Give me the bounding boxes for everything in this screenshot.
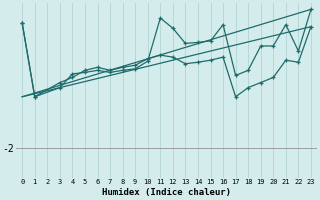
X-axis label: Humidex (Indice chaleur): Humidex (Indice chaleur) — [102, 188, 231, 197]
